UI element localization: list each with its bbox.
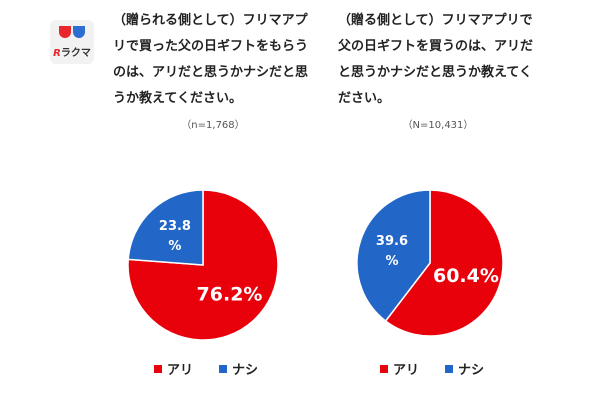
left-chart-header: （贈られる側として）フリマアプリで買った父の日ギフトをもらうのは、アリだと思うか…	[113, 8, 313, 131]
left-pie-label-nashi: 23.8%	[159, 219, 191, 254]
right-legend-swatch-nashi	[445, 364, 453, 373]
right-pie-slice-nashi	[356, 189, 431, 323]
blue-cup-icon	[73, 26, 85, 38]
left-legend-item-nashi: ナシ	[219, 359, 258, 378]
red-cup-icon	[59, 26, 71, 38]
right-pie-chart: 60.4% 39.6%	[356, 189, 504, 337]
left-pie-slice-nashi	[127, 189, 204, 266]
right-legend-label-nashi: ナシ	[458, 363, 485, 378]
right-legend-item-ari: アリ	[379, 359, 419, 378]
left-legend-label-nashi: ナシ	[232, 363, 259, 378]
right-legend-item-nashi: ナシ	[445, 359, 484, 378]
left-legend-item-ari: アリ	[153, 359, 193, 378]
right-chart-title: （贈る側として）フリマアプリで父の日ギフトを買うのは、アリだと思うかナシだと思う…	[338, 13, 534, 106]
right-legend-swatch-ari	[379, 364, 388, 373]
right-legend-label-ari: アリ	[392, 363, 419, 378]
rakuma-logo: Rラクマ	[50, 20, 94, 64]
left-pie-chart: 76.2% 23.8%	[127, 189, 279, 341]
right-chart-sample-size: （N=10,431）	[402, 120, 474, 131]
left-legend-swatch-nashi	[219, 364, 227, 373]
right-legend: アリ ナシ	[332, 359, 532, 378]
right-pie-label-nashi: 39.6%	[376, 234, 408, 269]
right-pie-slice-ari	[384, 189, 504, 337]
left-legend-label-ari: アリ	[166, 363, 193, 378]
right-pie-label-ari: 60.4%	[433, 265, 499, 287]
left-legend: アリ ナシ	[106, 359, 306, 378]
left-legend-swatch-ari	[153, 364, 162, 373]
left-pie-label-ari: 76.2%	[197, 284, 263, 306]
left-chart-sample-size: （n=1,768）	[181, 120, 245, 131]
logo-text: Rラクマ	[53, 48, 91, 59]
left-chart-title: （贈られる側として）フリマアプリで買った父の日ギフトをもらうのは、アリだと思うか…	[113, 13, 309, 106]
left-pie-slice-ari	[127, 189, 279, 341]
right-chart-header: （贈る側として）フリマアプリで父の日ギフトを買うのは、アリだと思うかナシだと思う…	[338, 8, 538, 131]
